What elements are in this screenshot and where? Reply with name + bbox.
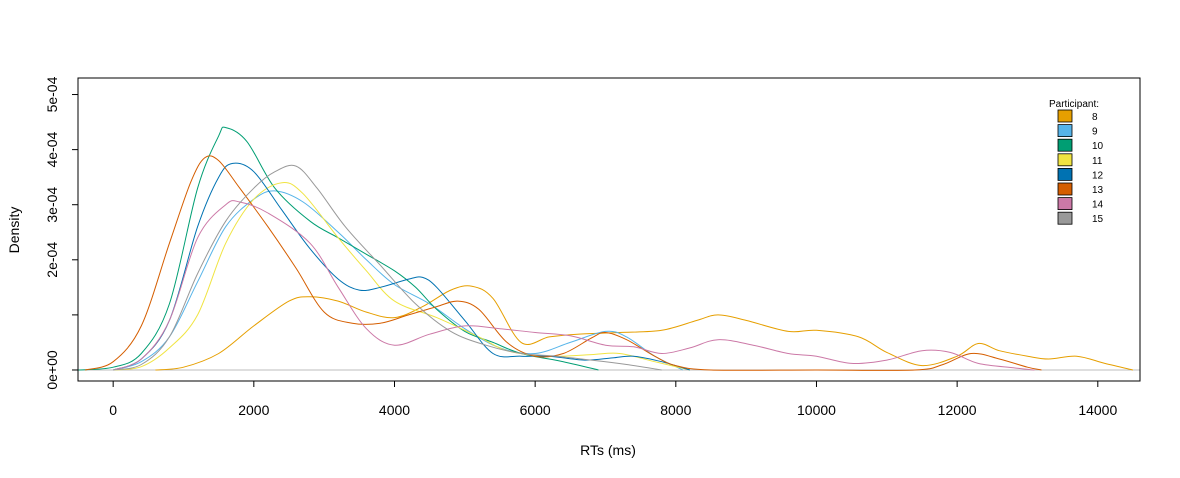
legend-swatch [1057,109,1073,123]
x-tick-label: 6000 [520,402,551,418]
legend-title: Participant: [1049,99,1099,110]
y-tick-label: 4e-04 [44,132,60,168]
legend-label: 12 [1092,170,1104,181]
legend-label: 8 [1092,112,1098,123]
density-curve-participant-10 [77,126,599,371]
x-axis: 0 2000 4000 6000 8000 10000 12000 14000 [109,380,1117,418]
legend-swatch [1057,197,1073,211]
x-tick-label: 4000 [379,402,410,418]
series-layer [77,126,1134,371]
y-tick-label: 0e+00 [44,350,60,390]
x-tick-label: 10000 [797,402,836,418]
x-axis-title: RTs (ms) [580,442,636,458]
legend-swatch [1057,124,1073,137]
y-tick-label: 5e-04 [44,76,60,112]
legend-label: 9 [1092,127,1098,138]
legend-swatch [1057,138,1073,152]
legend-label: 10 [1092,141,1104,152]
density-curve-participant-9 [113,190,684,371]
legend-items: 8 9 10 11 12 13 14 15 [1057,109,1104,225]
density-curve-participant-12 [113,162,691,371]
legend-label: 13 [1092,185,1104,196]
legend-swatch [1057,153,1073,167]
y-axis: 0e+00 2e-04 3e-04 4e-04 5e-04 [44,76,79,390]
legend-swatch [1057,182,1073,196]
x-tick-label: 8000 [660,402,691,418]
y-tick-label: 2e-04 [44,242,60,278]
legend-label: 14 [1092,200,1104,211]
x-tick-label: 0 [109,402,117,418]
x-tick-label: 12000 [938,402,977,418]
density-curve-participant-13 [84,155,1042,371]
plot-frame [77,77,1141,382]
legend: Participant: 8 9 10 11 12 13 14 15 [1049,99,1104,225]
density-curve-participant-11 [113,182,691,371]
density-curve-participant-8 [155,285,1134,371]
legend-swatch [1057,211,1073,225]
legend-label: 11 [1092,156,1103,167]
legend-swatch [1057,167,1073,181]
legend-label: 15 [1092,214,1104,225]
density-curve-participant-15 [113,164,662,371]
x-tick-label: 2000 [238,402,269,418]
y-axis-title: Density [6,207,22,254]
y-tick-label: 3e-04 [44,187,60,223]
x-tick-label: 14000 [1078,402,1117,418]
density-curve-participant-14 [113,200,1035,371]
